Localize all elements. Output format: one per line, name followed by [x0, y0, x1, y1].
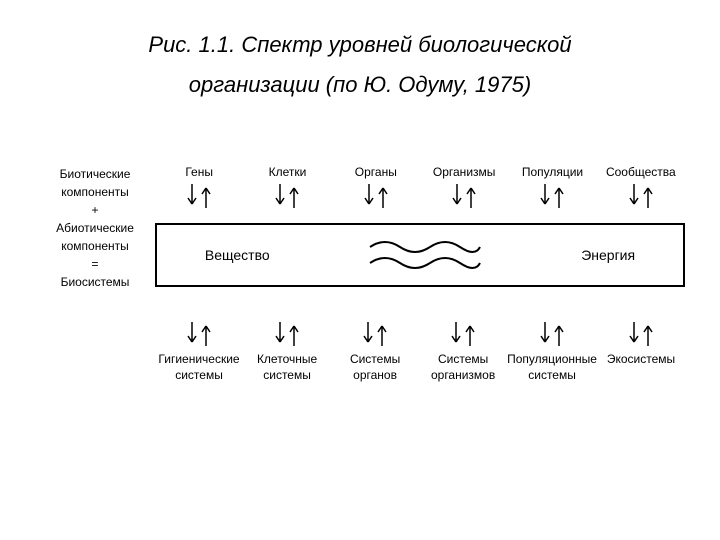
arrow-pair-icon	[508, 184, 596, 208]
top-col-populations: Популяции	[508, 165, 596, 211]
arrow-pair-icon	[331, 322, 419, 346]
top-label: Органы	[332, 165, 420, 179]
arrow-pair-icon	[243, 184, 331, 208]
arrow-pair-icon	[507, 322, 597, 346]
bottom-col-hygienic: Гигиенические системы	[155, 320, 243, 383]
top-col-organisms: Организмы	[420, 165, 508, 211]
bottom-label-1: Системы	[419, 352, 507, 368]
bottom-col-ecosystems: Экосистемы	[597, 320, 685, 383]
top-label: Организмы	[420, 165, 508, 179]
bottom-labels-row: Гигиенические системы Клеточные системы …	[155, 320, 685, 383]
caption-line-1: Рис. 1.1. Спектр уровней биологической	[0, 25, 720, 65]
top-label: Сообщества	[597, 165, 685, 179]
caption-line-2: организации (по Ю. Одуму, 1975)	[0, 65, 720, 105]
bottom-label-2: системы	[155, 368, 243, 384]
figure-caption: Рис. 1.1. Спектр уровней биологической о…	[0, 0, 720, 104]
bottom-label-1: Клеточные	[243, 352, 331, 368]
top-label: Популяции	[508, 165, 596, 179]
bottom-label-2: органов	[331, 368, 419, 384]
diagram-container: Биотические компоненты + Абиотические ко…	[45, 165, 685, 375]
bottom-label-2: системы	[243, 368, 331, 384]
bottom-label-1: Системы	[331, 352, 419, 368]
biotic-label-1: Биотические	[45, 165, 145, 183]
bottom-label-1: Популяционные	[507, 352, 597, 368]
equals-sign: =	[45, 255, 145, 273]
abiotic-label-2: компоненты	[45, 237, 145, 255]
central-box: Вещество Энергия	[155, 223, 685, 287]
biosystems-label: Биосистемы	[45, 273, 145, 291]
top-labels-row: Гены Клетки Органы Организмы	[155, 165, 685, 211]
arrow-pair-icon	[597, 322, 685, 346]
bottom-col-organ-systems: Системы органов	[331, 320, 419, 383]
arrow-pair-icon	[155, 322, 243, 346]
arrow-pair-icon	[597, 184, 685, 208]
bottom-col-cellular: Клеточные системы	[243, 320, 331, 383]
top-label: Клетки	[243, 165, 331, 179]
arrow-pair-icon	[243, 322, 331, 346]
wave-icon	[365, 235, 485, 275]
substance-label: Вещество	[205, 247, 270, 263]
side-labels: Биотические компоненты + Абиотические ко…	[45, 165, 145, 291]
energy-label: Энергия	[581, 247, 635, 263]
arrow-pair-icon	[155, 184, 243, 208]
bottom-label-1: Гигиенические	[155, 352, 243, 368]
abiotic-label-1: Абиотические	[45, 219, 145, 237]
top-col-organs: Органы	[332, 165, 420, 211]
bottom-label-1: Экосистемы	[597, 352, 685, 368]
top-label: Гены	[155, 165, 243, 179]
top-col-communities: Сообщества	[597, 165, 685, 211]
bottom-label-2: организмов	[419, 368, 507, 384]
biotic-label-2: компоненты	[45, 183, 145, 201]
bottom-col-organism-systems: Системы организмов	[419, 320, 507, 383]
arrow-pair-icon	[332, 184, 420, 208]
bottom-col-population-systems: Популяционные системы	[507, 320, 597, 383]
top-col-genes: Гены	[155, 165, 243, 211]
top-col-cells: Клетки	[243, 165, 331, 211]
arrow-pair-icon	[420, 184, 508, 208]
arrow-pair-icon	[419, 322, 507, 346]
plus-sign: +	[45, 201, 145, 219]
bottom-label-2: системы	[507, 368, 597, 384]
